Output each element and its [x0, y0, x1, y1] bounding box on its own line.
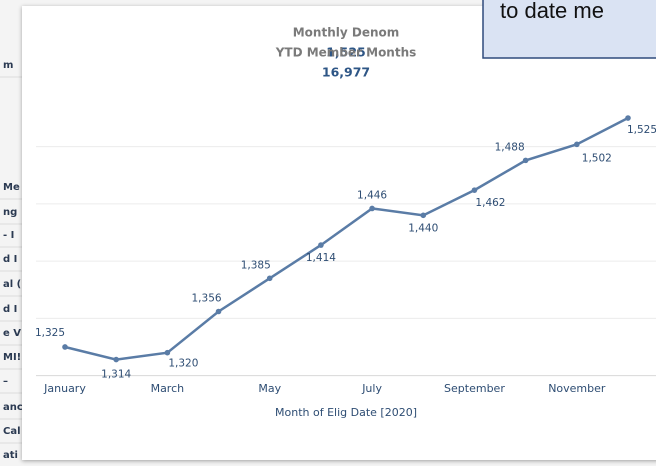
data-point — [369, 205, 375, 212]
sidebar-text: anc — [3, 402, 23, 413]
sidebar-text: - I — [3, 230, 14, 241]
data-label: 1,356 — [192, 292, 222, 304]
header-label: YTD Member Months — [275, 46, 417, 60]
data-point — [266, 275, 273, 282]
sidebar-text: MI! — [3, 352, 21, 363]
sidebar-text: d I — [3, 304, 17, 315]
callout-text: to date me — [500, 0, 604, 23]
x-tick-label: March — [151, 382, 185, 395]
data-label: 1,502 — [582, 152, 612, 164]
sidebar-text: e V — [3, 328, 21, 339]
sidebar-text: – — [3, 376, 8, 387]
x-tick-label: July — [361, 382, 382, 395]
data-label: 1,320 — [168, 358, 198, 370]
sidebar-text: ati — [3, 450, 18, 461]
data-label: 1,488 — [495, 141, 525, 153]
header-value: 1,525 — [326, 45, 366, 60]
series-line — [64, 116, 629, 361]
sidebar-text: m — [3, 60, 13, 71]
data-point — [62, 344, 68, 350]
data-label: 1,414 — [306, 252, 336, 264]
sidebar-text: al ( — [3, 279, 21, 290]
data-point — [522, 157, 529, 164]
x-tick-label: November — [548, 382, 606, 395]
data-label: 1,525 — [627, 124, 656, 136]
sidebar-text: Cal — [3, 426, 21, 437]
x-axis-label: Month of Elig Date [2020] — [275, 406, 417, 419]
sidebar: m Me ng - I d I al ( d I e V MI! – anc Cal ati — [0, 60, 23, 461]
sidebar-text: d I — [3, 254, 17, 265]
x-tick-label: January — [43, 382, 86, 395]
data-point — [625, 115, 631, 121]
data-label: 1,314 — [101, 369, 131, 381]
x-tick-label: May — [258, 382, 281, 395]
data-point — [164, 349, 171, 356]
header-label: Monthly Denom — [293, 26, 400, 40]
data-point — [215, 308, 222, 315]
data-point — [318, 242, 324, 248]
data-point — [113, 356, 119, 363]
data-label: 1,462 — [475, 197, 505, 209]
data-label: 1,325 — [35, 327, 65, 339]
callout-box — [482, 0, 656, 59]
data-point — [420, 212, 427, 219]
data-label: 1,446 — [357, 189, 387, 201]
sidebar-text: Me — [3, 182, 20, 193]
x-tick-label: September — [444, 382, 505, 395]
data-point — [471, 187, 478, 193]
header-value: 16,977 — [322, 65, 370, 80]
data-point — [574, 141, 580, 148]
data-label: 1,385 — [241, 259, 271, 271]
sidebar-text: ng — [3, 207, 17, 218]
data-label: 1,440 — [408, 222, 438, 234]
